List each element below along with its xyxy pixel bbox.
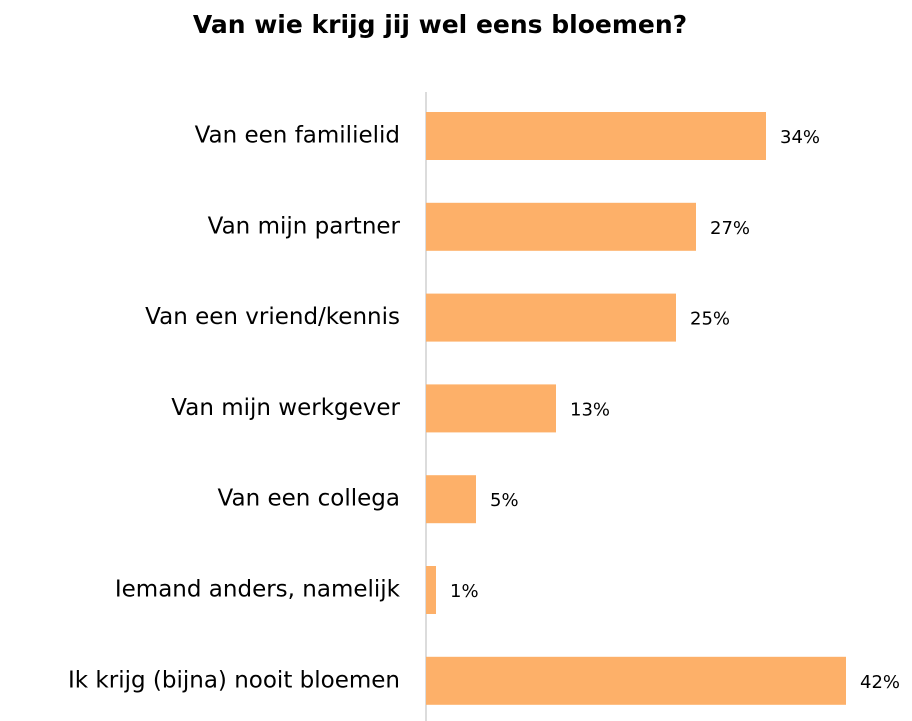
bar [426,384,556,433]
value-label: 1% [450,581,479,602]
category-label: Van mijn werkgever [171,395,400,421]
value-label: 27% [710,218,750,239]
bar [426,656,846,705]
category-label: Iemand anders, namelijk [115,577,401,603]
category-label: Van een vriend/kennis [145,304,400,330]
value-label: 34% [780,127,820,148]
bar [426,112,766,160]
category-label: Ik krijg (bijna) nooit bloemen [68,667,400,693]
value-label: 42% [860,672,900,693]
bar [426,293,676,342]
value-label: 25% [690,309,730,330]
value-label: 13% [570,399,610,420]
chart-title: Van wie krijg jij wel eens bloemen? [193,10,687,39]
category-label: Van een familielid [195,123,400,149]
category-label: Van mijn partner [208,213,401,239]
value-label: 5% [490,490,519,511]
bar [426,202,696,251]
category-label: Van een collega [218,486,400,512]
bar [426,475,476,524]
bar [426,566,436,614]
